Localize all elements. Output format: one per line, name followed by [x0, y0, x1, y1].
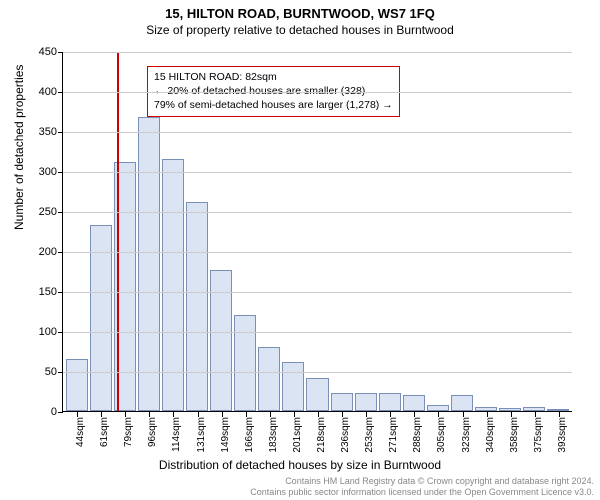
bar — [186, 202, 208, 411]
xtick-label: 271sqm — [388, 417, 399, 453]
bar — [210, 270, 232, 411]
ytick-label: 300 — [39, 166, 63, 178]
xtick-label: 149sqm — [220, 417, 231, 453]
footer-attribution: Contains HM Land Registry data © Crown c… — [250, 476, 594, 498]
xtick-label: 393sqm — [557, 417, 568, 453]
y-axis-label: Number of detached properties — [12, 65, 26, 230]
footer-line-1: Contains HM Land Registry data © Crown c… — [250, 476, 594, 487]
gridline — [63, 332, 572, 333]
bar — [331, 393, 353, 411]
xtick-label: 288sqm — [412, 417, 423, 453]
xtick-label: 183sqm — [268, 417, 279, 453]
chart-title-block: 15, HILTON ROAD, BURNTWOOD, WS7 1FQ Size… — [0, 0, 600, 37]
bar — [403, 395, 425, 411]
ytick-label: 400 — [39, 86, 63, 98]
xtick-label: 114sqm — [171, 417, 182, 452]
ytick-label: 0 — [51, 406, 63, 418]
xtick-label: 340sqm — [485, 417, 496, 453]
xtick-label: 375sqm — [533, 417, 544, 453]
xtick-label: 96sqm — [147, 417, 158, 447]
gridline — [63, 252, 572, 253]
xtick-label: 236sqm — [340, 417, 351, 453]
gridline — [63, 292, 572, 293]
legend-line-3: 79% of semi-detached houses are larger (… — [154, 98, 393, 112]
xtick-label: 44sqm — [75, 417, 86, 447]
ytick-label: 150 — [39, 286, 63, 298]
chart-title-main: 15, HILTON ROAD, BURNTWOOD, WS7 1FQ — [0, 6, 600, 21]
gridline — [63, 172, 572, 173]
footer-line-2: Contains public sector information licen… — [250, 487, 594, 498]
x-axis-label: Distribution of detached houses by size … — [0, 458, 600, 472]
bar — [306, 378, 328, 412]
xtick-label: 218sqm — [316, 417, 327, 453]
bar — [451, 395, 473, 411]
xtick-label: 79sqm — [123, 417, 134, 447]
bar — [90, 225, 112, 411]
xtick-label: 305sqm — [436, 417, 447, 453]
plot-region: 15 HILTON ROAD: 82sqm ← 20% of detached … — [62, 52, 572, 412]
ytick-label: 250 — [39, 206, 63, 218]
gridline — [63, 52, 572, 53]
xtick-label: 358sqm — [509, 417, 520, 453]
gridline — [63, 92, 572, 93]
ytick-label: 350 — [39, 126, 63, 138]
gridline — [63, 212, 572, 213]
chart-plot-area: 15 HILTON ROAD: 82sqm ← 20% of detached … — [62, 52, 572, 412]
bar — [258, 347, 280, 411]
bar — [138, 117, 160, 411]
gridline — [63, 372, 572, 373]
xtick-label: 323sqm — [461, 417, 472, 453]
legend-line-1: 15 HILTON ROAD: 82sqm — [154, 70, 393, 84]
chart-title-sub: Size of property relative to detached ho… — [0, 23, 600, 37]
ytick-label: 450 — [39, 46, 63, 58]
xtick-label: 166sqm — [244, 417, 255, 453]
gridline — [63, 132, 572, 133]
xtick-label: 61sqm — [99, 417, 110, 447]
ytick-label: 200 — [39, 246, 63, 258]
bar — [66, 359, 88, 411]
bar — [282, 362, 304, 411]
reference-line — [117, 52, 119, 411]
xtick-label: 131sqm — [196, 417, 207, 453]
xtick-label: 253sqm — [364, 417, 375, 453]
bar — [162, 159, 184, 411]
ytick-label: 50 — [45, 366, 63, 378]
xtick-label: 201sqm — [292, 417, 303, 453]
ytick-label: 100 — [39, 326, 63, 338]
bar — [234, 315, 256, 411]
bar — [355, 393, 377, 411]
bar — [379, 393, 401, 411]
